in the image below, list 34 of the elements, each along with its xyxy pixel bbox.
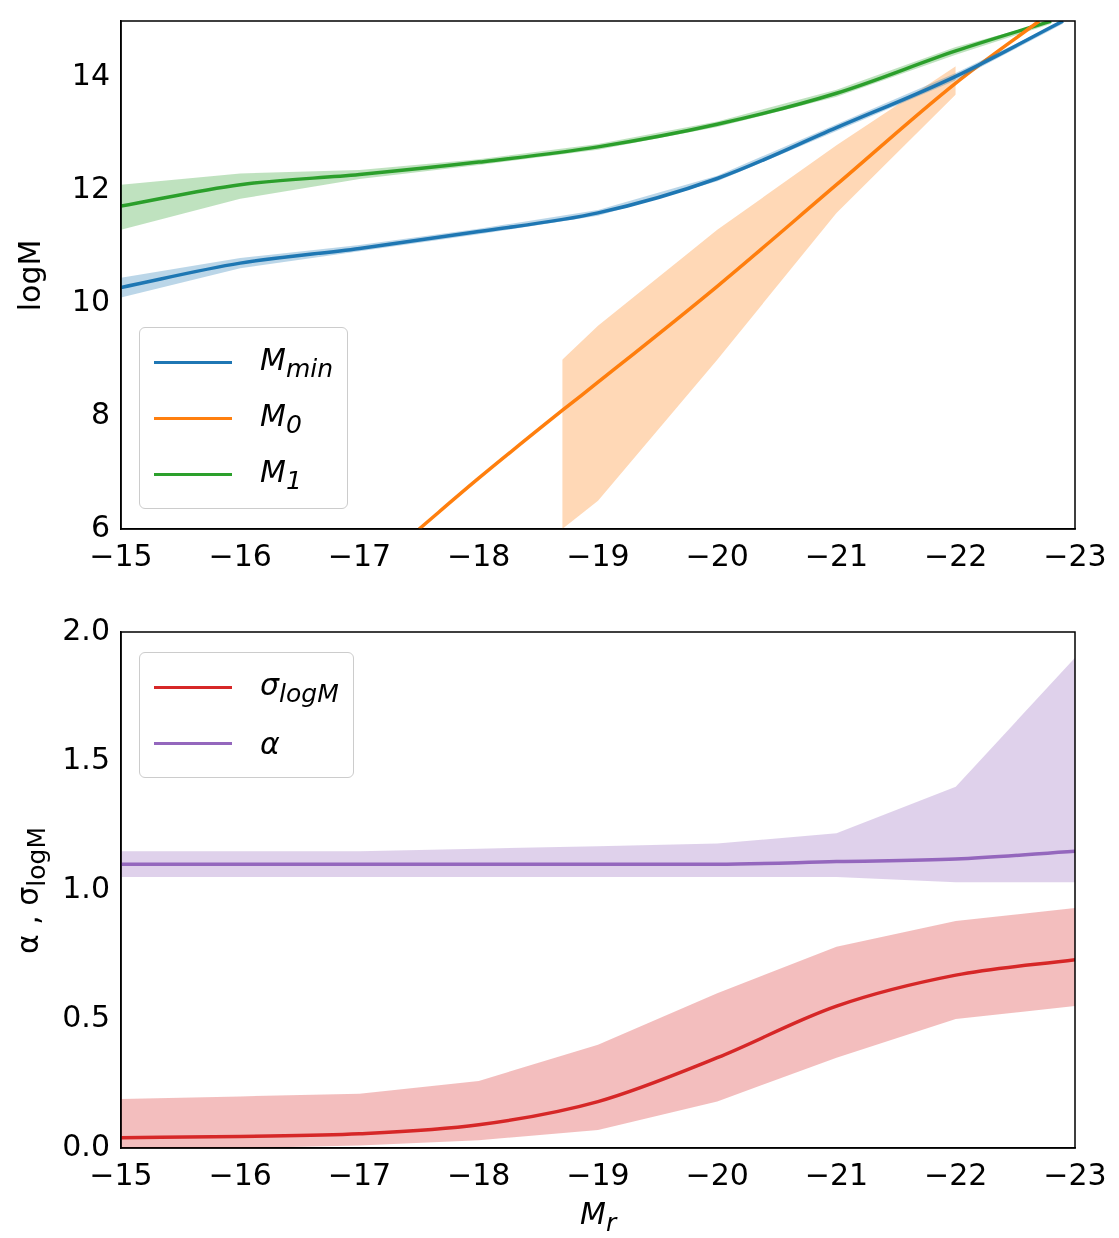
- x-tick-label: −18: [447, 537, 511, 573]
- x-tick-label: −17: [327, 1156, 392, 1192]
- x-tick-label: −23: [1043, 537, 1107, 573]
- x-tick-label: −18: [447, 1156, 511, 1192]
- legend-label: M$_{1}$: [260, 453, 302, 495]
- x-axis-title: M$_{r}$: [580, 1196, 617, 1237]
- line-series: [121, 957, 1075, 1140]
- y-tick-label: 0.5: [62, 998, 110, 1034]
- legend-label: M$_{min}$: [260, 341, 334, 383]
- x-tick-label: −21: [804, 1156, 869, 1192]
- legend-label: α: [260, 725, 280, 761]
- legend-label: M$_{0}$: [260, 397, 302, 439]
- x-tick-label: −20: [685, 1156, 749, 1192]
- y-tick-label: 10: [71, 283, 110, 319]
- x-tick-label: −19: [566, 1156, 630, 1192]
- y-tick-label: 1.0: [62, 869, 110, 905]
- x-tick-label: −21: [804, 537, 869, 573]
- y-tick-label: 8: [90, 395, 110, 431]
- x-tick-label: −22: [924, 1156, 988, 1192]
- x-tick-label: −16: [208, 1156, 272, 1192]
- x-tick-label: −22: [924, 537, 988, 573]
- x-tick-label: −17: [327, 537, 392, 573]
- y-tick-label: 12: [71, 170, 110, 206]
- x-tick-label: −20: [685, 537, 749, 573]
- line-series: [121, 849, 1075, 866]
- y-tick-label: 1.5: [62, 740, 110, 776]
- legend-label: σ$_{logM}$: [260, 666, 339, 708]
- x-tick-label: −23: [1043, 1156, 1107, 1192]
- line-series: [417, 21, 1041, 529]
- y-tick-label: 14: [71, 57, 110, 93]
- x-tick-label: −19: [566, 537, 630, 573]
- y-tick-label: 2.0: [62, 611, 110, 647]
- y-axis-title: logM: [12, 239, 48, 311]
- x-tick-label: −16: [208, 537, 272, 573]
